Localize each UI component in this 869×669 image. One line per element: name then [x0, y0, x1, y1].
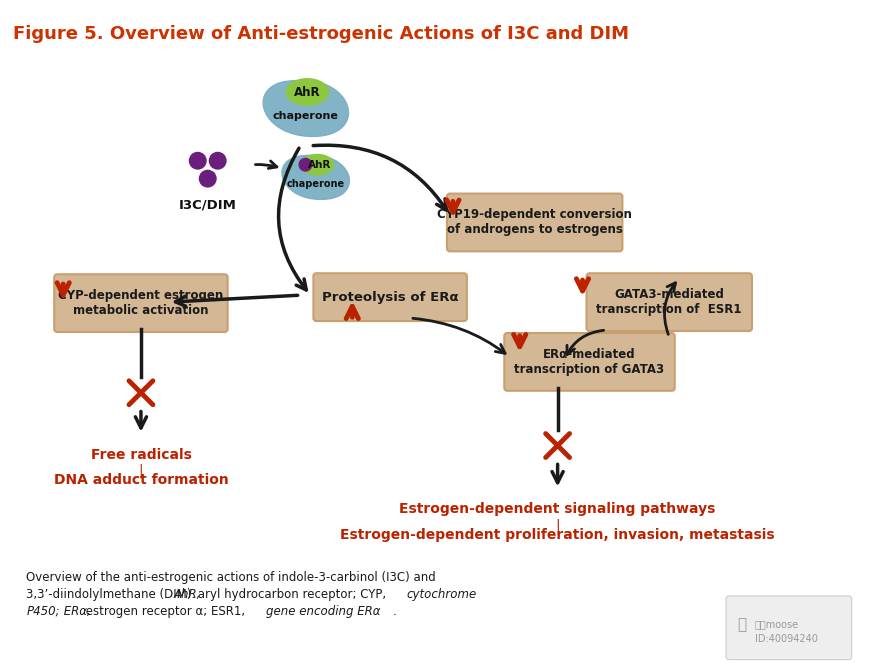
Text: chaperone: chaperone	[273, 111, 338, 121]
Text: DNA adduct formation: DNA adduct formation	[54, 474, 229, 488]
Text: 不莱moose: 不莱moose	[755, 619, 799, 629]
Text: ERα,: ERα,	[60, 605, 91, 618]
Text: Estrogen-dependent proliferation, invasion, metastasis: Estrogen-dependent proliferation, invasi…	[341, 529, 775, 542]
Circle shape	[199, 170, 216, 187]
FancyBboxPatch shape	[587, 273, 752, 331]
Text: ID:40094240: ID:40094240	[755, 634, 818, 644]
Text: CYP-dependent estrogen
metabolic activation: CYP-dependent estrogen metabolic activat…	[58, 289, 223, 317]
Text: Proteolysis of ERα: Proteolysis of ERα	[322, 290, 459, 304]
Text: Figure 5. Overview of Anti-estrogenic Actions of I3C and DIM: Figure 5. Overview of Anti-estrogenic Ac…	[13, 25, 629, 43]
Polygon shape	[263, 80, 348, 136]
Text: Free radicals: Free radicals	[90, 448, 191, 462]
Text: |: |	[555, 518, 560, 533]
Text: estrogen receptor α; ESR1,: estrogen receptor α; ESR1,	[83, 605, 249, 618]
Text: .: .	[393, 605, 397, 618]
Text: AhR: AhR	[294, 86, 321, 98]
Text: gene encoding ERα: gene encoding ERα	[266, 605, 380, 618]
Text: ERα-mediated
transcription of GATA3: ERα-mediated transcription of GATA3	[514, 348, 665, 376]
FancyBboxPatch shape	[447, 193, 622, 252]
Text: 骆: 骆	[737, 617, 746, 632]
Text: GATA3-mediated
transcription of  ESR1: GATA3-mediated transcription of ESR1	[596, 288, 742, 316]
Text: aryl hydrocarbon receptor; CYP,: aryl hydrocarbon receptor; CYP,	[194, 588, 389, 601]
Circle shape	[189, 152, 207, 170]
FancyBboxPatch shape	[54, 274, 228, 332]
Text: AhR: AhR	[308, 160, 331, 170]
Text: chaperone: chaperone	[286, 179, 344, 189]
Polygon shape	[282, 155, 349, 199]
Circle shape	[298, 158, 312, 172]
Text: Overview of the anti-estrogenic actions of indole-3-carbinol (I3C) and: Overview of the anti-estrogenic actions …	[26, 571, 436, 584]
Text: CYP19-dependent conversion
of androgens to estrogens: CYP19-dependent conversion of androgens …	[437, 209, 632, 236]
FancyBboxPatch shape	[726, 596, 852, 660]
Text: |: |	[139, 464, 143, 478]
Text: 3,3’-diindolylmethane (DIM).: 3,3’-diindolylmethane (DIM).	[26, 588, 199, 601]
Text: P450;: P450;	[26, 605, 60, 618]
Circle shape	[209, 152, 227, 170]
FancyBboxPatch shape	[504, 333, 674, 391]
FancyBboxPatch shape	[314, 273, 467, 321]
Text: I3C/DIM: I3C/DIM	[179, 199, 236, 211]
Ellipse shape	[286, 78, 329, 106]
Ellipse shape	[301, 154, 335, 176]
Text: AhR,: AhR,	[174, 588, 202, 601]
Text: cytochrome: cytochrome	[406, 588, 476, 601]
Text: Estrogen-dependent signaling pathways: Estrogen-dependent signaling pathways	[400, 502, 716, 516]
